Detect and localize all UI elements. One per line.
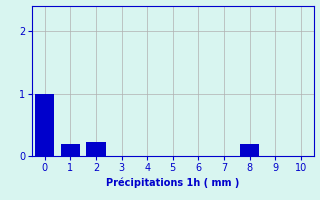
Bar xyxy=(61,144,80,156)
Bar xyxy=(86,142,106,156)
Bar xyxy=(240,144,259,156)
Bar xyxy=(35,94,54,156)
X-axis label: Précipitations 1h ( mm ): Précipitations 1h ( mm ) xyxy=(106,177,239,188)
